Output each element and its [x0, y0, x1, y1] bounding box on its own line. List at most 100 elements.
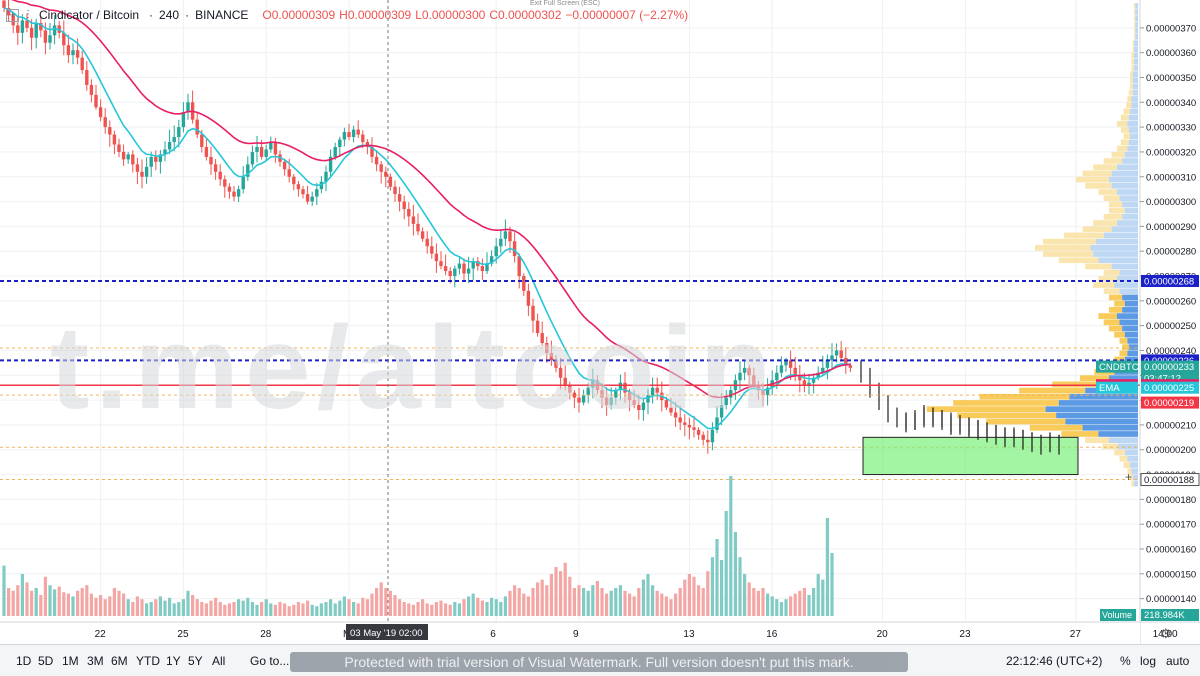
- volume-bar: [154, 599, 158, 616]
- timeframe-1d[interactable]: 1D: [16, 654, 32, 668]
- price-tick-label: 0.00000250: [1146, 321, 1196, 332]
- candle: [522, 276, 526, 291]
- candle: [586, 387, 590, 396]
- volume-profile-bar: [1108, 294, 1123, 301]
- candle: [43, 30, 48, 43]
- volume-bar: [710, 557, 714, 616]
- volume-bar: [237, 599, 241, 616]
- expand-icon[interactable]: +: [6, 8, 19, 22]
- candle: [788, 360, 793, 368]
- candle: [39, 22, 43, 31]
- timeframe-1y[interactable]: 1Y: [166, 654, 181, 668]
- volume-bar: [66, 593, 70, 616]
- candle: [485, 263, 489, 272]
- candle: [706, 439, 710, 443]
- volume-bar: [329, 599, 333, 616]
- exit-fullscreen-hint[interactable]: Exit Full Screen (ESC): [530, 0, 601, 7]
- volume-profile-bar: [1108, 325, 1123, 332]
- time-tick-label: 25: [177, 629, 189, 640]
- candle: [52, 25, 57, 36]
- volume-bar: [609, 590, 613, 616]
- volume-bar: [402, 602, 406, 616]
- candle: [623, 382, 627, 393]
- high-value: H0.00000309: [339, 8, 412, 22]
- volume-profile-bar: [1128, 344, 1138, 350]
- auto-toggle[interactable]: auto: [1166, 654, 1190, 668]
- interval-label[interactable]: 240: [159, 8, 180, 22]
- candle: [6, 8, 11, 16]
- volume-profile-bar: [1035, 244, 1091, 251]
- candle: [338, 139, 342, 147]
- timeframe-ytd[interactable]: YTD: [136, 654, 160, 668]
- utc-clock[interactable]: 22:12:46 (UTC+2): [1006, 654, 1103, 668]
- volume-profile-bar: [1127, 96, 1132, 102]
- time-tick-label: 28: [260, 629, 272, 640]
- volume-profile-bar: [1120, 139, 1129, 146]
- candle: [273, 142, 278, 155]
- volume-bar: [522, 593, 526, 616]
- symbol-name[interactable]: Cindicator / Bitcoin: [39, 8, 140, 22]
- candle: [259, 146, 264, 157]
- volume-bar: [388, 590, 392, 616]
- candle: [324, 171, 328, 182]
- volume-bar: [43, 576, 47, 616]
- volume-profile-bar: [1090, 244, 1138, 251]
- candle: [384, 171, 388, 177]
- candle: [255, 146, 259, 152]
- candle: [632, 400, 636, 406]
- candle: [195, 119, 199, 135]
- price-tick-label: 0.00000320: [1146, 147, 1196, 158]
- volume-profile-bar: [1042, 251, 1094, 257]
- timeframe-6m[interactable]: 6M: [111, 654, 128, 668]
- volume-bar: [158, 596, 162, 616]
- volume-profile-bar: [1124, 449, 1138, 456]
- timeframe-3m[interactable]: 3M: [87, 654, 104, 668]
- price-chart[interactable]: 0.00000370 0.00000360 0.00000350 0.00000340…: [0, 0, 1200, 644]
- volume-profile-bar: [1079, 375, 1109, 381]
- volume-profile-bar: [1069, 393, 1138, 400]
- volume-profile-bar: [1122, 325, 1138, 332]
- price-label-bg: [1141, 381, 1199, 394]
- candle: [462, 263, 466, 274]
- timeframe-1m[interactable]: 1M: [62, 654, 79, 668]
- volume-bar: [513, 585, 517, 616]
- volume-bar: [407, 603, 411, 616]
- candle: [393, 186, 397, 195]
- volume-profile-bar: [1082, 424, 1138, 431]
- timeframe-5d[interactable]: 5D: [38, 654, 54, 668]
- timeframe-5y[interactable]: 5Y: [188, 654, 203, 668]
- volume-bar: [605, 593, 609, 616]
- volume-bar: [85, 585, 89, 616]
- volume-bar: [292, 604, 296, 616]
- candle: [572, 392, 577, 398]
- candle: [177, 127, 181, 138]
- volume-profile-bar: [1085, 263, 1112, 270]
- candle: [807, 382, 811, 386]
- volume-profile-bar: [1135, 15, 1138, 22]
- volume-profile-bar: [1130, 83, 1133, 90]
- low-value: L0.00000300: [415, 8, 486, 22]
- candle: [121, 151, 126, 160]
- volume-bar: [641, 579, 645, 616]
- volume-profile-bar: [1135, 9, 1138, 15]
- candle: [342, 132, 347, 140]
- candle: [397, 194, 402, 202]
- candle: [172, 137, 176, 143]
- log-toggle[interactable]: log: [1140, 654, 1157, 668]
- percent-toggle[interactable]: %: [1120, 654, 1131, 668]
- volume-bar: [747, 582, 751, 616]
- volume-bar: [697, 585, 701, 616]
- time-tick-label: 13: [683, 629, 695, 640]
- price-tick-label: 0.00000360: [1146, 48, 1196, 59]
- volume-label: Volume: [1102, 610, 1132, 620]
- timeframe-all[interactable]: All: [212, 654, 226, 668]
- dots-icon[interactable]: ⋮: [23, 9, 33, 20]
- goto-button[interactable]: Go to...: [250, 654, 290, 668]
- volume-bar: [7, 588, 11, 616]
- volume-bar: [62, 592, 66, 616]
- candle: [292, 176, 296, 185]
- candle: [692, 427, 696, 430]
- volume-profile-bar: [1116, 220, 1138, 226]
- volume-bar: [310, 604, 314, 616]
- volume-profile-bar: [1130, 77, 1133, 84]
